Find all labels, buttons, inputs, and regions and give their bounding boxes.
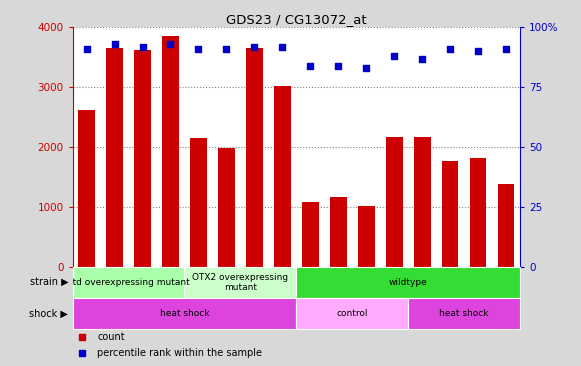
Bar (274, 86, 290, 267)
Bar (302, 202, 319, 267)
Point (222, 46, 231, 52)
Point (501, 46, 511, 52)
Bar (442, 161, 458, 267)
Text: wildtype: wildtype (389, 278, 428, 287)
Bar (246, 48, 263, 267)
Bar (296, 267, 520, 298)
Title: GDS23 / CG13072_at: GDS23 / CG13072_at (226, 13, 367, 26)
Point (77, 350, 86, 356)
Point (418, 56, 427, 61)
Point (166, 41, 175, 47)
Point (389, 53, 399, 59)
Point (474, 48, 483, 54)
Text: control: control (336, 309, 368, 318)
Point (194, 46, 203, 52)
Bar (414, 138, 431, 267)
Point (138, 44, 147, 49)
Bar (330, 197, 347, 267)
Bar (106, 48, 123, 267)
Bar (134, 50, 151, 267)
Point (250, 44, 259, 49)
Text: otd overexpressing mutant: otd overexpressing mutant (67, 278, 190, 287)
Bar (408, 298, 520, 329)
Point (278, 44, 287, 49)
Text: heat shock: heat shock (439, 309, 489, 318)
Text: shock ▶: shock ▶ (29, 308, 68, 318)
Bar (73, 298, 296, 329)
Bar (185, 267, 296, 298)
Bar (78, 110, 95, 267)
Text: percentile rank within the sample: percentile rank within the sample (97, 348, 262, 358)
Text: OTX2 overexpressing
mutant: OTX2 overexpressing mutant (192, 273, 288, 292)
Point (306, 63, 315, 69)
Point (82, 46, 91, 52)
Bar (469, 158, 486, 267)
Point (333, 63, 343, 69)
Point (361, 65, 371, 71)
Text: count: count (97, 332, 125, 342)
Point (446, 46, 455, 52)
Bar (358, 206, 375, 267)
Bar (162, 36, 179, 267)
Bar (218, 148, 235, 267)
Point (110, 41, 119, 47)
Point (77, 334, 86, 340)
Bar (497, 184, 514, 267)
Bar (296, 298, 408, 329)
Text: strain ▶: strain ▶ (30, 277, 68, 287)
Text: heat shock: heat shock (160, 309, 209, 318)
Bar (73, 267, 185, 298)
Bar (190, 138, 207, 267)
Bar (386, 138, 403, 267)
